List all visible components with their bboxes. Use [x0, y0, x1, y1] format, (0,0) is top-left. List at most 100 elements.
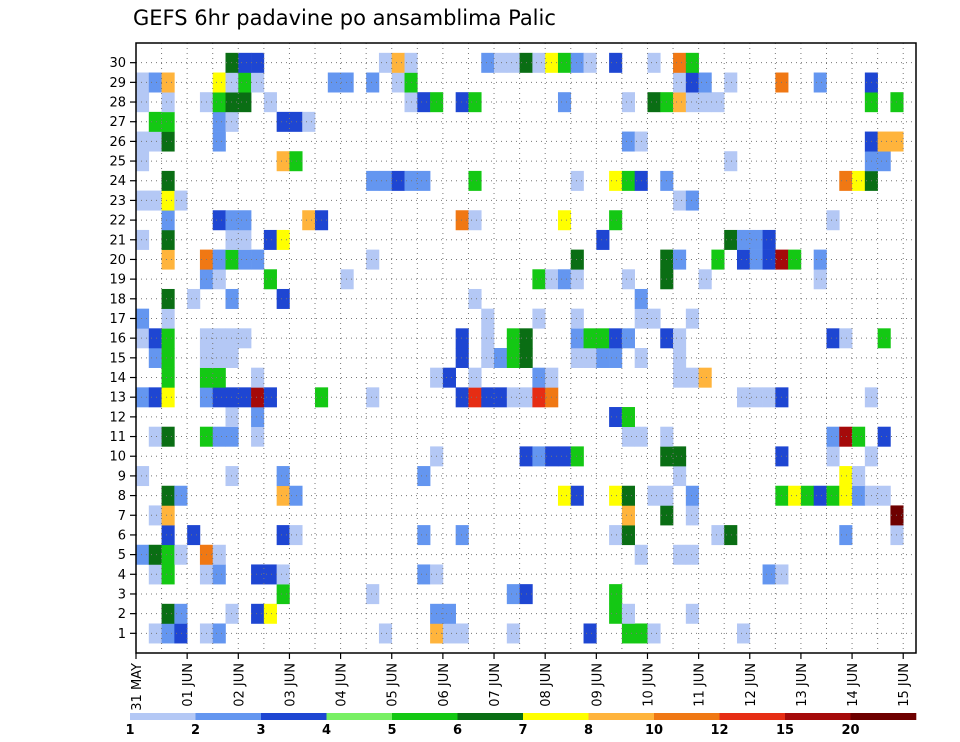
heatmap-cell	[813, 485, 827, 506]
colorbar-label: 1	[125, 723, 134, 738]
heatmap-cell	[340, 72, 354, 93]
colorbar-segment	[326, 713, 393, 720]
heatmap-cell	[289, 485, 303, 506]
heatmap-cell	[417, 525, 431, 546]
heatmap-cell	[225, 466, 239, 487]
x-tick-label: 01 JUN	[181, 663, 196, 707]
heatmap-cell	[481, 308, 495, 329]
heatmap-cell	[148, 190, 162, 211]
heatmap-cell	[455, 328, 469, 349]
heatmap-cell	[161, 131, 175, 152]
y-tick-label: 3	[118, 587, 126, 602]
heatmap-cell	[826, 210, 840, 231]
x-tick-label: 12 JUN	[744, 663, 759, 707]
heatmap-cell	[724, 229, 738, 250]
heatmap-cell	[174, 544, 188, 565]
heatmap-cell	[455, 525, 469, 546]
y-tick-label: 30	[109, 56, 126, 71]
heatmap-cell	[161, 308, 175, 329]
heatmap-cell	[187, 525, 201, 546]
heatmap-cell	[647, 623, 661, 644]
colorbar: 1 2 3 4 5 6 7 8 10 12 15 20	[125, 713, 917, 738]
heatmap-cell	[366, 170, 380, 191]
heatmap-cell	[647, 92, 661, 113]
heatmap-cell	[417, 564, 431, 585]
heatmap-cell	[852, 466, 866, 487]
heatmap-cell	[532, 269, 546, 290]
x-tick-label: 31 MAY	[130, 663, 145, 711]
heatmap-cell	[212, 348, 226, 368]
heatmap-cell	[136, 131, 150, 152]
heatmap-cell	[673, 249, 687, 270]
heatmap-cell	[161, 564, 175, 585]
heatmap-cell	[698, 92, 712, 113]
y-tick-label: 23	[109, 194, 126, 209]
heatmap-cell	[609, 485, 623, 506]
heatmap-cell	[481, 52, 495, 73]
heatmap-cell	[148, 623, 162, 644]
heatmap-cell	[136, 308, 150, 329]
heatmap-cell	[468, 288, 482, 309]
heatmap-cell	[212, 210, 226, 231]
grid-lines	[136, 43, 916, 653]
colorbar-label: 4	[322, 723, 331, 738]
x-tick-label: 11 JUN	[693, 663, 708, 707]
heatmap-cell	[225, 328, 239, 349]
heatmap-cell	[148, 564, 162, 585]
y-tick-label: 10	[109, 450, 126, 465]
heatmap-cell	[276, 111, 290, 132]
heatmap-cell	[327, 72, 341, 93]
heatmap-cell	[225, 229, 239, 250]
heatmap-cell	[570, 348, 584, 368]
heatmap-cell	[609, 603, 623, 624]
plot-frame	[135, 42, 917, 654]
heatmap-cell	[161, 485, 175, 506]
heatmap-cell	[136, 328, 150, 349]
x-tick-label: 14 JUN	[846, 663, 861, 707]
heatmap-cell	[378, 170, 393, 191]
colorbar-segment	[523, 713, 589, 720]
heatmap-cell	[136, 387, 150, 408]
colorbar-label: 3	[256, 723, 265, 738]
heatmap-cell	[685, 190, 699, 211]
heatmap-cell	[225, 387, 239, 408]
heatmap-cell	[225, 348, 239, 368]
heatmap-cell	[225, 52, 239, 73]
heatmap-cell	[161, 249, 175, 270]
y-tick-label: 29	[109, 76, 126, 91]
heatmap-cell	[366, 387, 380, 408]
heatmap-cell	[289, 151, 303, 172]
heatmap-cell	[609, 210, 623, 231]
heatmap-cell	[762, 249, 776, 270]
heatmap-cell	[788, 249, 802, 270]
heatmap-cell	[212, 623, 226, 644]
colorbar-segment	[719, 713, 786, 720]
heatmap-cell	[263, 387, 277, 408]
x-tick-label: 08 JUN	[539, 663, 554, 707]
heatmap-cell	[685, 52, 699, 73]
heatmap-cell	[455, 210, 469, 231]
heatmap-cell	[557, 446, 572, 467]
heatmap-cell	[391, 170, 405, 191]
heatmap-cell	[161, 210, 175, 231]
y-tick-label: 28	[109, 96, 126, 111]
heatmap-cell	[442, 367, 456, 388]
heatmap-cell	[366, 72, 380, 93]
heatmap-cell	[276, 151, 290, 172]
heatmap-cell	[289, 111, 303, 132]
heatmap-cell	[468, 210, 482, 231]
y-tick-label: 13	[109, 391, 126, 406]
y-tick-label: 5	[118, 548, 126, 563]
heatmap-cell	[455, 387, 469, 408]
heatmap-cell	[685, 544, 699, 565]
colorbar-segment	[261, 713, 327, 720]
heatmap-cell	[852, 485, 866, 506]
heatmap-cell	[148, 426, 162, 447]
y-tick-label: 27	[109, 115, 126, 130]
heatmap-cell	[724, 151, 738, 172]
colorbar-label: 8	[584, 723, 593, 738]
heatmap-cell	[225, 407, 239, 428]
heatmap-cell	[621, 505, 635, 526]
heatmap-cell	[225, 603, 239, 624]
heatmap-cell	[340, 269, 354, 290]
